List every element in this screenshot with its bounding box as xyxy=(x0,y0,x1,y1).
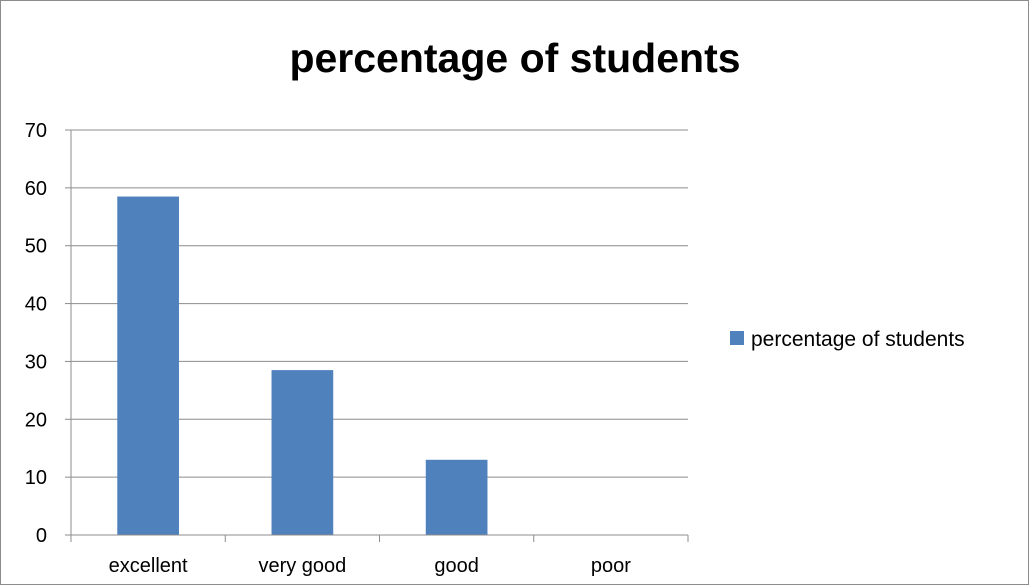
bar-excellent xyxy=(117,196,179,536)
axes: 0 10 20 30 40 50 60 70 excellent very good good poo… xyxy=(25,120,689,577)
y-tick-label: 50 xyxy=(25,236,47,258)
legend: percentage of students xyxy=(730,328,965,351)
bars xyxy=(117,196,488,536)
chart-title: percentage of students xyxy=(289,35,740,81)
x-category-label: good xyxy=(434,555,479,577)
x-category-label: excellent xyxy=(109,555,188,577)
x-category-label: very good xyxy=(258,555,346,577)
x-category-label: poor xyxy=(591,555,631,577)
y-tick-label: 30 xyxy=(25,351,47,373)
y-tick-label: 0 xyxy=(36,525,47,547)
y-tick-label: 10 xyxy=(25,467,47,489)
y-tick-label: 40 xyxy=(25,294,47,316)
y-tick-label: 60 xyxy=(25,178,47,200)
bar-very-good xyxy=(271,370,334,535)
bar-good xyxy=(425,459,488,535)
legend-swatch xyxy=(730,331,744,345)
legend-label: percentage of students xyxy=(751,328,965,351)
y-tick-label: 20 xyxy=(25,409,47,431)
y-tick-label: 70 xyxy=(25,120,47,142)
